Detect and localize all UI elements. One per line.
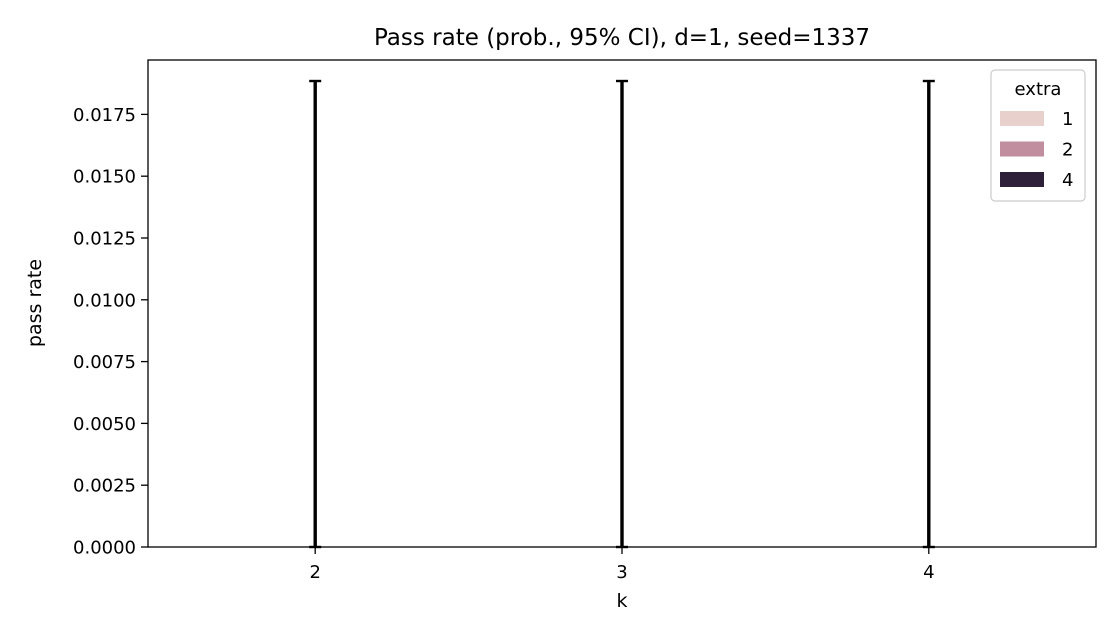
y-tick-label: 0.0075 xyxy=(73,352,136,373)
legend-swatch xyxy=(1000,172,1044,187)
y-tick-label: 0.0125 xyxy=(73,228,136,249)
legend-frame xyxy=(990,69,1086,202)
y-axis-label: pass rate xyxy=(24,259,46,347)
x-tick-label: 3 xyxy=(616,562,627,583)
y-tick-label: 0.0175 xyxy=(73,105,136,126)
legend-swatch xyxy=(1000,111,1044,126)
y-axis: 0.0000 0.0025 0.0050 0.0075 0.0100 0.0125 0.01… xyxy=(73,105,148,559)
x-tick-label: 4 xyxy=(923,562,934,583)
y-tick-label: 0.0100 xyxy=(73,290,136,311)
y-tick-label: 0.0050 xyxy=(73,414,136,435)
y-tick-label: 0.0025 xyxy=(73,476,136,497)
legend-label: 4 xyxy=(1062,170,1073,191)
x-axis: 2 3 4 xyxy=(309,547,935,583)
legend-swatch xyxy=(1000,141,1044,157)
error-bars-layer xyxy=(309,79,935,549)
y-tick-label: 0.0150 xyxy=(73,167,136,188)
chart-title: Pass rate (prob., 95% CI), d=1, seed=133… xyxy=(374,25,870,51)
x-axis-label: k xyxy=(616,590,627,612)
legend: extra 1 2 4 xyxy=(990,69,1086,202)
legend-label: 2 xyxy=(1062,140,1073,161)
x-tick-label: 2 xyxy=(309,562,320,583)
legend-title: extra xyxy=(1015,79,1062,100)
y-tick-label: 0.0000 xyxy=(73,538,136,559)
legend-label: 1 xyxy=(1062,109,1073,130)
